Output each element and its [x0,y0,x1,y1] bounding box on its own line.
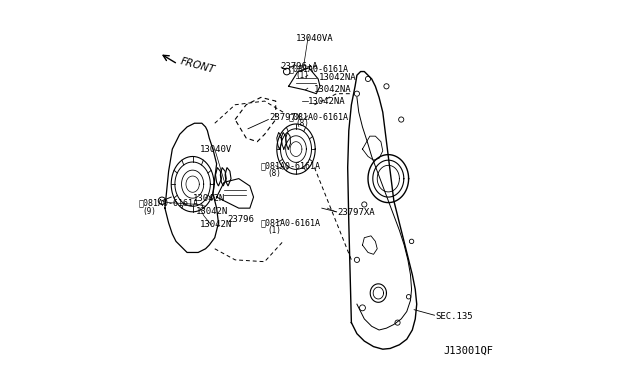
Text: 23796+A: 23796+A [280,61,317,71]
Text: 13042N: 13042N [193,195,225,203]
Text: SEC.135: SEC.135 [435,312,473,321]
Text: 23796: 23796 [227,215,254,224]
Text: Ⓑ081A0-6161A: Ⓑ081A0-6161A [289,64,349,73]
Text: 13042N: 13042N [196,207,228,217]
Text: (8): (8) [268,169,282,177]
Text: 13042NA: 13042NA [308,97,346,106]
Text: (9): (9) [142,207,156,217]
Text: Ⓑ081A0-6161A: Ⓑ081A0-6161A [261,218,321,227]
Text: (1): (1) [295,71,309,80]
Text: J13001QF: J13001QF [444,346,493,356]
Text: Ⓑ081A0-6161A: Ⓑ081A0-6161A [289,112,349,121]
Text: 13042NA: 13042NA [319,73,357,81]
Text: (1): (1) [268,226,282,235]
Text: 13040VA: 13040VA [296,34,333,43]
Text: 13042N: 13042N [200,220,232,229]
Text: Ⓑ081A0-6161A: Ⓑ081A0-6161A [261,161,321,170]
Text: 23797X: 23797X [269,113,301,122]
Text: 13042NA: 13042NA [314,85,351,94]
Text: FRONT: FRONT [180,57,216,76]
Text: 13040V: 13040V [200,145,232,154]
Text: Ⓑ081A0-6161A: Ⓑ081A0-6161A [139,198,199,207]
Text: (8): (8) [295,119,309,128]
Text: 23797XA: 23797XA [337,208,375,218]
